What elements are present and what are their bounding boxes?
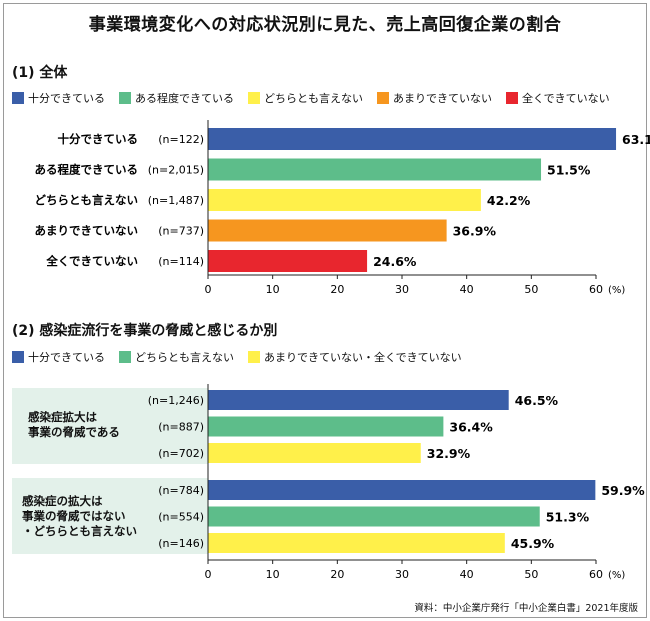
chart2-x-tick-label: 50 bbox=[524, 568, 538, 581]
chart1-category-label: どちらとも言えない bbox=[35, 193, 139, 207]
chart1-x-tick-label: 10 bbox=[266, 283, 280, 296]
chart1-bar bbox=[208, 250, 368, 272]
chart1-svg: 十分できている (n=122) 63.1% ある程度できている (n=2,015) 51.… bbox=[35, 120, 650, 296]
chart1-bar bbox=[208, 219, 447, 242]
chart2-bar bbox=[208, 480, 596, 500]
chart2-value-label: 36.4% bbox=[449, 420, 493, 435]
section2-legend-label: 十分できている bbox=[28, 351, 105, 364]
chart1-value-label: 63.1% bbox=[622, 132, 650, 147]
chart1-n-label: (n=1,487) bbox=[148, 194, 204, 207]
group1-box bbox=[12, 388, 208, 464]
section1-legend-label: どちらとも言えない bbox=[264, 92, 363, 105]
section1-legend-swatch bbox=[119, 92, 131, 104]
section1-title: (1) 全体 bbox=[12, 65, 68, 81]
group2-label-line3: ・どちらとも言えない bbox=[22, 524, 137, 538]
section2-legend-swatch bbox=[119, 351, 131, 363]
chart1-category-label: ある程度できている bbox=[35, 163, 139, 177]
chart2-value-label: 46.5% bbox=[515, 393, 559, 408]
chart2-x-tick-label: 10 bbox=[266, 568, 280, 581]
chart2-x-tick-label: 60 bbox=[589, 568, 603, 581]
chart2-svg: (n=1,246) 46.5% (n=887) 36.4% (n=702) 32.9% (n… bbox=[148, 384, 645, 581]
chart2-bar bbox=[208, 443, 421, 463]
section1-legend-swatch bbox=[12, 92, 24, 104]
chart2-n-label: (n=554) bbox=[158, 511, 204, 524]
section2-legend-swatch bbox=[248, 351, 260, 363]
chart2-x-tick-label: 20 bbox=[330, 568, 344, 581]
chart1-value-label: 24.6% bbox=[373, 254, 417, 269]
group2-label-line2: 事業の脅威ではない bbox=[22, 509, 126, 523]
section2-legend-item: 十分できている bbox=[12, 349, 105, 365]
section1-legend-item: どちらとも言えない bbox=[248, 90, 363, 106]
chart1-value-label: 51.5% bbox=[547, 163, 591, 178]
chart1-value-label: 36.9% bbox=[453, 224, 497, 239]
section1-legend-swatch bbox=[377, 92, 389, 104]
source-note: 資料：中小企業庁発行「中小企業白書」2021年度版 bbox=[414, 603, 638, 614]
chart2-n-label: (n=784) bbox=[158, 484, 204, 497]
section2-legend: 十分できている どちらとも言えない あまりできていない・全くできていない bbox=[12, 349, 476, 365]
section2-legend-item: どちらとも言えない bbox=[119, 349, 234, 365]
chart2-bar bbox=[208, 390, 509, 410]
section1-legend-label: ある程度できている bbox=[135, 92, 234, 105]
chart1-bar bbox=[208, 128, 617, 150]
chart1-n-label: (n=114) bbox=[158, 255, 204, 268]
group2-box bbox=[12, 478, 208, 554]
chart1-x-tick-label: 50 bbox=[524, 283, 538, 296]
chart1-category-label: 全くできていない bbox=[45, 254, 138, 268]
chart1-bar bbox=[208, 189, 481, 211]
section1-legend-item: あまりできていない bbox=[377, 90, 492, 106]
group2-label-line1: 感染症の拡大は bbox=[22, 494, 103, 508]
chart2-value-label: 32.9% bbox=[427, 446, 471, 461]
chart2-x-tick-label: 30 bbox=[395, 568, 409, 581]
section2-legend-label: あまりできていない・全くできていない bbox=[264, 351, 462, 364]
chart2-bar bbox=[208, 506, 540, 527]
section2-legend-label: どちらとも言えない bbox=[135, 351, 234, 364]
section1-legend-item: 十分できている bbox=[12, 90, 105, 106]
chart2-n-label: (n=702) bbox=[158, 447, 204, 460]
section1-legend-label: 十分できている bbox=[28, 92, 105, 105]
section1-legend-swatch bbox=[248, 92, 260, 104]
chart2-bar bbox=[208, 533, 505, 553]
page-title: 事業環境変化への対応状況別に見た、売上高回復企業の割合 bbox=[88, 15, 562, 35]
section2-legend-swatch bbox=[12, 351, 24, 363]
chart1-n-label: (n=122) bbox=[158, 133, 204, 146]
section1-legend: 十分できている ある程度できている どちらとも言えない あまりできていない 全くできてい… bbox=[12, 90, 624, 106]
chart1-value-label: 42.2% bbox=[487, 193, 531, 208]
section1-legend-swatch bbox=[506, 92, 518, 104]
chart2-x-tick-label: 40 bbox=[460, 568, 474, 581]
chart2-x-tick-label: 0 bbox=[205, 568, 212, 581]
group1-label-line2: 事業の脅威である bbox=[28, 425, 120, 439]
chart1-x-tick-label: 0 bbox=[205, 283, 212, 296]
group1-label-line1: 感染症拡大は bbox=[28, 410, 97, 424]
chart1-n-label: (n=737) bbox=[158, 225, 204, 238]
chart1-x-unit: (%) bbox=[608, 285, 625, 296]
chart2-x-unit: (%) bbox=[608, 570, 625, 581]
chart1-x-tick-label: 20 bbox=[330, 283, 344, 296]
section1-legend-label: あまりできていない bbox=[393, 92, 492, 105]
section1-legend-label: 全くできていない bbox=[522, 92, 610, 105]
chart2-bar bbox=[208, 416, 444, 437]
group1-label: 感染症拡大は 事業の脅威である bbox=[28, 410, 120, 440]
chart2-n-label: (n=1,246) bbox=[148, 394, 204, 407]
section1-legend-item: ある程度できている bbox=[119, 90, 234, 106]
chart2-value-label: 51.3% bbox=[546, 510, 590, 525]
group2-label: 感染症の拡大は 事業の脅威ではない ・どちらとも言えない bbox=[22, 494, 137, 539]
chart1-bar bbox=[208, 158, 542, 181]
chart1-x-tick-label: 60 bbox=[589, 283, 603, 296]
chart2-n-label: (n=887) bbox=[158, 421, 204, 434]
chart2-n-label: (n=146) bbox=[158, 537, 204, 550]
section2-legend-item: あまりできていない・全くできていない bbox=[248, 349, 462, 365]
chart1-category-label: 十分できている bbox=[58, 132, 139, 146]
chart1-x-tick-label: 40 bbox=[460, 283, 474, 296]
chart2-value-label: 45.9% bbox=[511, 536, 555, 551]
section1-legend-item: 全くできていない bbox=[506, 90, 610, 106]
chart1-x-tick-label: 30 bbox=[395, 283, 409, 296]
chart1-category-label: あまりできていない bbox=[35, 224, 139, 238]
section2-title: (2) 感染症流行を事業の脅威と感じるか別 bbox=[12, 323, 278, 339]
chart1-n-label: (n=2,015) bbox=[148, 164, 204, 177]
chart2-value-label: 59.9% bbox=[601, 483, 645, 498]
